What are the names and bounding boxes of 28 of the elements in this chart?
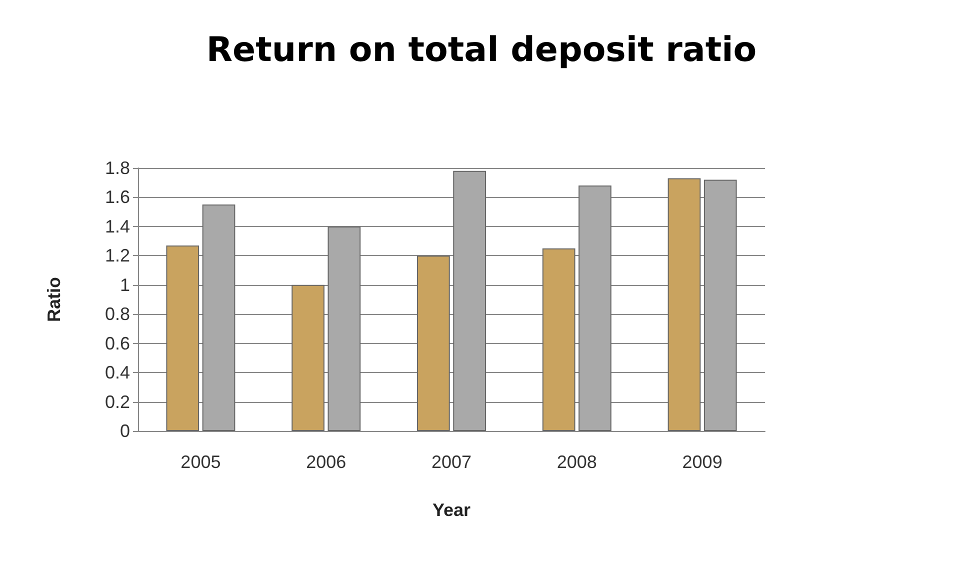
bar bbox=[417, 256, 450, 431]
y-tick-label: 1.2 bbox=[104, 246, 130, 266]
y-tick-label: 1.6 bbox=[104, 187, 130, 208]
x-tick-label: 2007 bbox=[431, 452, 472, 472]
x-tick-label: 2008 bbox=[556, 452, 597, 472]
y-tick-label: 0 bbox=[120, 421, 130, 441]
y-tick-label: 0.4 bbox=[104, 362, 130, 383]
chart-title: Return on total deposit ratio bbox=[206, 30, 757, 70]
bar bbox=[166, 245, 200, 431]
x-tick-label: 2005 bbox=[180, 452, 221, 472]
y-tick-label: 1 bbox=[120, 274, 130, 295]
bar bbox=[578, 186, 612, 431]
bar bbox=[328, 226, 361, 431]
y-tick-label: 1.8 bbox=[104, 158, 130, 178]
x-tick-label: 2009 bbox=[682, 452, 722, 472]
bar bbox=[668, 178, 701, 431]
bar bbox=[202, 204, 236, 431]
x-axis-title: Year bbox=[432, 500, 471, 520]
y-tick-label: 0.2 bbox=[104, 392, 130, 412]
y-tick-label: 1.4 bbox=[104, 216, 130, 236]
y-tick-label: 0.6 bbox=[104, 333, 130, 354]
y-tick-label: 0.8 bbox=[104, 304, 130, 324]
bar bbox=[704, 180, 737, 431]
y-axis-title: Ratio bbox=[44, 276, 64, 322]
bar bbox=[453, 170, 486, 431]
bar bbox=[542, 248, 576, 431]
bar bbox=[292, 284, 324, 431]
x-tick-label: 2006 bbox=[306, 452, 346, 472]
